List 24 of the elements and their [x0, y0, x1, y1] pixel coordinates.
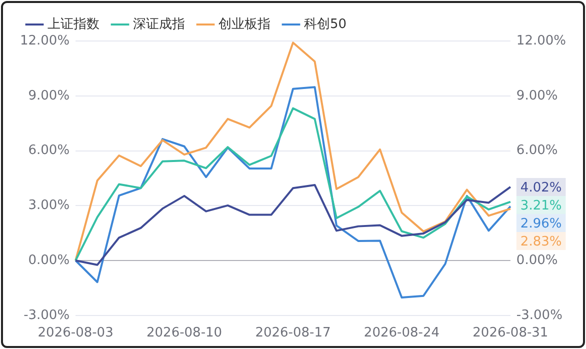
legend-label: 深证成指 — [133, 16, 185, 32]
y2-tick-label: 9.00% — [516, 88, 558, 104]
y2-tick-label: 12.00% — [516, 33, 566, 48]
legend-label: 创业板指 — [218, 16, 270, 32]
x-tick-label: 2026-08-31 — [472, 326, 548, 341]
y2-tick-label: 6.00% — [516, 143, 558, 158]
y-tick-label: 6.00% — [28, 143, 70, 158]
y-tick-label: 0.00% — [28, 252, 70, 268]
data-label: 2.83% — [520, 234, 562, 250]
x-tick-label: 2026-08-17 — [255, 326, 331, 341]
legend-label: 科创50 — [304, 16, 347, 32]
y-tick-label: 9.00% — [28, 88, 70, 104]
x-tick-label: 2026-08-10 — [146, 326, 222, 341]
y-tick-label: 3.00% — [28, 198, 70, 214]
y2-tick-label: 0.00% — [516, 252, 558, 268]
data-label: 3.21% — [520, 198, 562, 214]
legend-label: 上证指数 — [48, 16, 100, 32]
y2-tick-label: -3.00% — [516, 308, 562, 323]
x-tick-label: 2026-08-03 — [38, 326, 114, 341]
data-label: 2.96% — [520, 216, 562, 232]
y-tick-label: -3.00% — [24, 308, 70, 323]
y-tick-label: 12.00% — [20, 33, 70, 48]
x-tick-label: 2026-08-24 — [364, 326, 440, 341]
data-label: 4.02% — [520, 180, 562, 196]
